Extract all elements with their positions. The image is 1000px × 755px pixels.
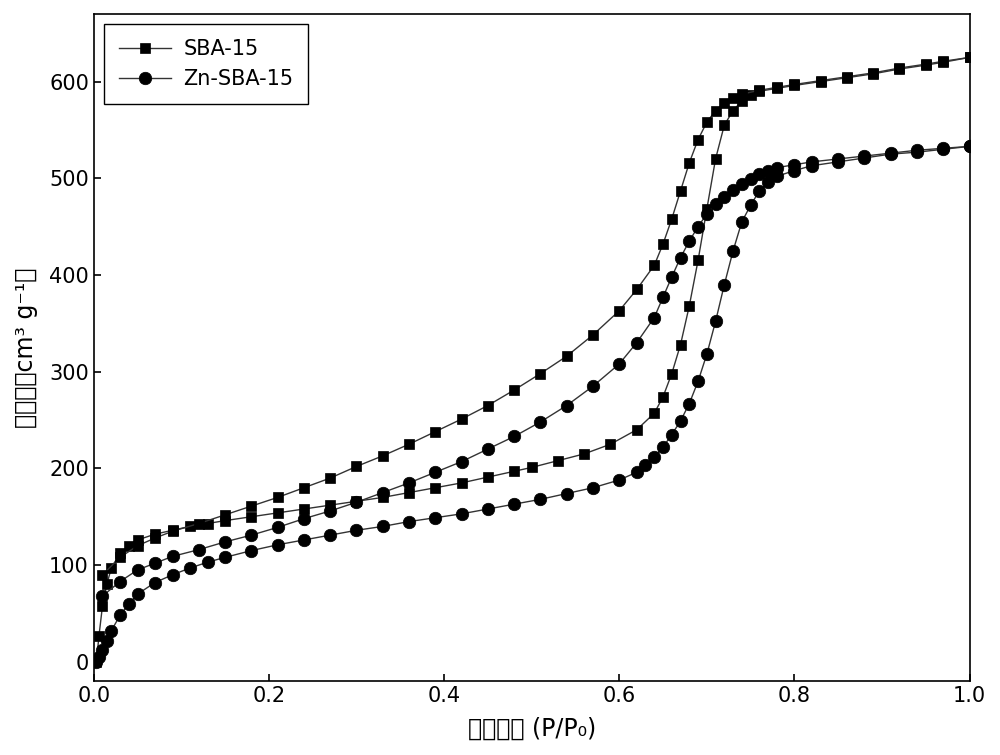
X-axis label: 相对压力 (P/P₀): 相对压力 (P/P₀)	[468, 717, 596, 741]
Zn-SBA-15	[648, 452, 660, 461]
Zn-SBA-15	[675, 417, 687, 426]
Zn-SBA-15	[90, 658, 102, 667]
SBA-15	[324, 501, 336, 510]
Line: SBA-15: SBA-15	[92, 53, 974, 667]
SBA-15	[298, 504, 310, 513]
Zn-SBA-15	[736, 217, 748, 226]
SBA-15	[937, 57, 949, 66]
SBA-15	[710, 155, 722, 164]
Zn-SBA-15	[806, 161, 818, 170]
SBA-15	[202, 519, 214, 528]
Zn-SBA-15	[657, 442, 669, 451]
SBA-15	[683, 301, 695, 310]
Zn-SBA-15	[964, 142, 976, 151]
Line: Zn-SBA-15: Zn-SBA-15	[90, 140, 976, 668]
Legend: SBA-15, Zn-SBA-15: SBA-15, Zn-SBA-15	[104, 24, 308, 104]
Y-axis label: 吸附量（cm³ g⁻¹）: 吸附量（cm³ g⁻¹）	[14, 267, 38, 427]
SBA-15	[90, 658, 102, 667]
Zn-SBA-15	[272, 541, 284, 550]
SBA-15	[964, 53, 976, 62]
